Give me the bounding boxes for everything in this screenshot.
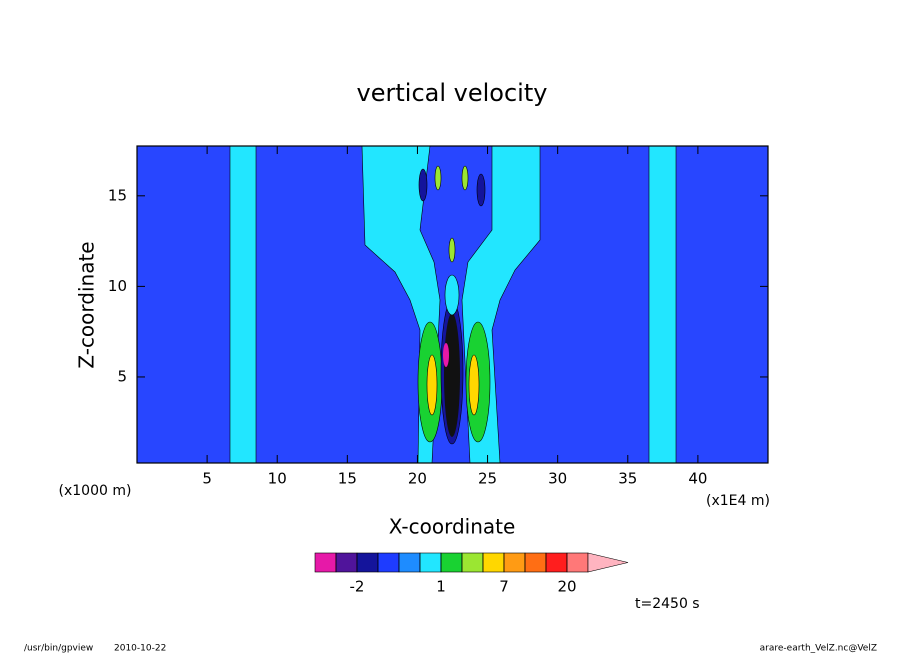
x-tick-label: 15 xyxy=(338,470,357,488)
contour-region xyxy=(648,145,677,464)
x-tick-label: 5 xyxy=(202,470,212,488)
contour-region xyxy=(229,145,257,464)
colorbar-segment xyxy=(566,552,589,573)
x-tick-label: 25 xyxy=(478,470,497,488)
colorbar-tick-label: -2 xyxy=(350,578,365,596)
contour-region xyxy=(434,165,442,191)
colorbar-extension xyxy=(587,552,629,573)
y-tick-label: 10 xyxy=(108,277,127,295)
footer-program: /usr/bin/gpview xyxy=(24,644,93,654)
colorbar-segment xyxy=(545,552,568,573)
time-label: t=2450 s xyxy=(635,596,700,612)
contour-region xyxy=(418,168,428,202)
contour-field xyxy=(137,145,768,464)
colorbar-segment xyxy=(482,552,505,573)
contour-region xyxy=(443,343,449,367)
colorbar-segment xyxy=(440,552,463,573)
x-tick-label: 35 xyxy=(618,470,637,488)
colorbar-segment xyxy=(314,552,337,573)
contour-region xyxy=(476,173,486,207)
y-axis-label: Z-coordinate xyxy=(75,241,99,368)
y-tick-label: 5 xyxy=(117,367,127,385)
colorbar-segment xyxy=(419,552,442,573)
footer-date: 2010-10-22 xyxy=(114,644,166,654)
colorbar-segment xyxy=(335,552,358,573)
colorbar-segment xyxy=(356,552,379,573)
contour-region xyxy=(448,237,456,263)
x-tick-label: 10 xyxy=(268,470,287,488)
contour-region xyxy=(468,354,480,416)
colorbar-segment xyxy=(503,552,526,573)
colorbar-tick-label: 1 xyxy=(436,578,446,596)
colorbar-segment xyxy=(524,552,547,573)
x-tick-label: 30 xyxy=(548,470,567,488)
contour-region xyxy=(444,274,460,316)
colorbar-tick-label: 7 xyxy=(499,578,509,596)
colorbar-segment xyxy=(461,552,484,573)
y-tick-label: 15 xyxy=(108,186,127,204)
colorbar-segment xyxy=(398,552,421,573)
plot-frame xyxy=(136,145,769,464)
x-tick-label: 40 xyxy=(688,470,707,488)
x-axis-label: X-coordinate xyxy=(389,515,516,539)
contour-region xyxy=(461,165,469,191)
x-unit-label: (x1E4 m) xyxy=(706,493,770,509)
footer-source: arare-earth_VelZ.nc@VelZ xyxy=(760,644,877,654)
chart-title: vertical velocity xyxy=(357,79,548,107)
contour-region xyxy=(444,313,460,437)
y-unit-label: (x1000 m) xyxy=(59,483,132,499)
x-tick-label: 20 xyxy=(408,470,427,488)
contour-region xyxy=(426,354,438,416)
colorbar-segment xyxy=(377,552,400,573)
colorbar-tick-label: 20 xyxy=(557,578,576,596)
